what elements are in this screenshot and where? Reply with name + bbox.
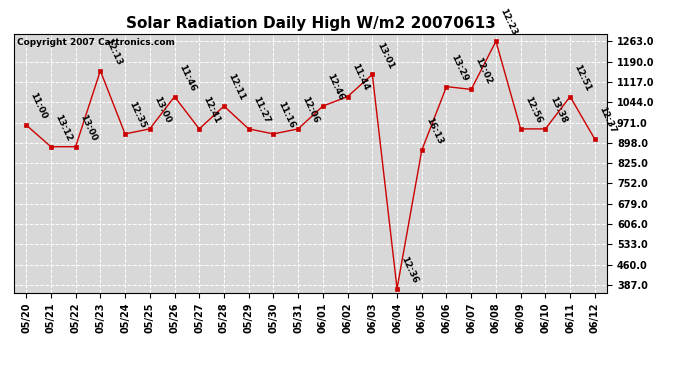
Title: Solar Radiation Daily High W/m2 20070613: Solar Radiation Daily High W/m2 20070613 (126, 16, 495, 31)
Text: 11:46: 11:46 (177, 63, 197, 93)
Text: 13:01: 13:01 (375, 40, 395, 70)
Text: 16:13: 16:13 (424, 116, 444, 146)
Text: 12:46: 12:46 (326, 72, 346, 102)
Text: 12:06: 12:06 (301, 95, 321, 125)
Text: 11:00: 11:00 (29, 92, 49, 121)
Text: Copyright 2007 Cartronics.com: Copyright 2007 Cartronics.com (17, 38, 175, 46)
Text: 12:37: 12:37 (598, 105, 618, 135)
Text: 12:56: 12:56 (523, 95, 544, 125)
Text: 11:44: 11:44 (350, 63, 371, 93)
Text: 13:29: 13:29 (449, 53, 469, 82)
Text: 12:02: 12:02 (474, 56, 494, 85)
Text: 12:35: 12:35 (128, 100, 148, 130)
Text: 12:11: 12:11 (226, 72, 247, 102)
Text: 13:12: 13:12 (53, 113, 74, 142)
Text: 12:36: 12:36 (400, 255, 420, 284)
Text: 13:00: 13:00 (152, 95, 172, 125)
Text: 13:00: 13:00 (78, 113, 98, 142)
Text: 12:41: 12:41 (201, 95, 222, 125)
Text: 11:16: 11:16 (276, 100, 296, 130)
Text: 11:27: 11:27 (251, 95, 271, 125)
Text: 12:51: 12:51 (573, 63, 593, 93)
Text: 12:23: 12:23 (498, 8, 519, 37)
Text: 12:13: 12:13 (103, 37, 123, 67)
Text: 13:38: 13:38 (548, 95, 568, 125)
